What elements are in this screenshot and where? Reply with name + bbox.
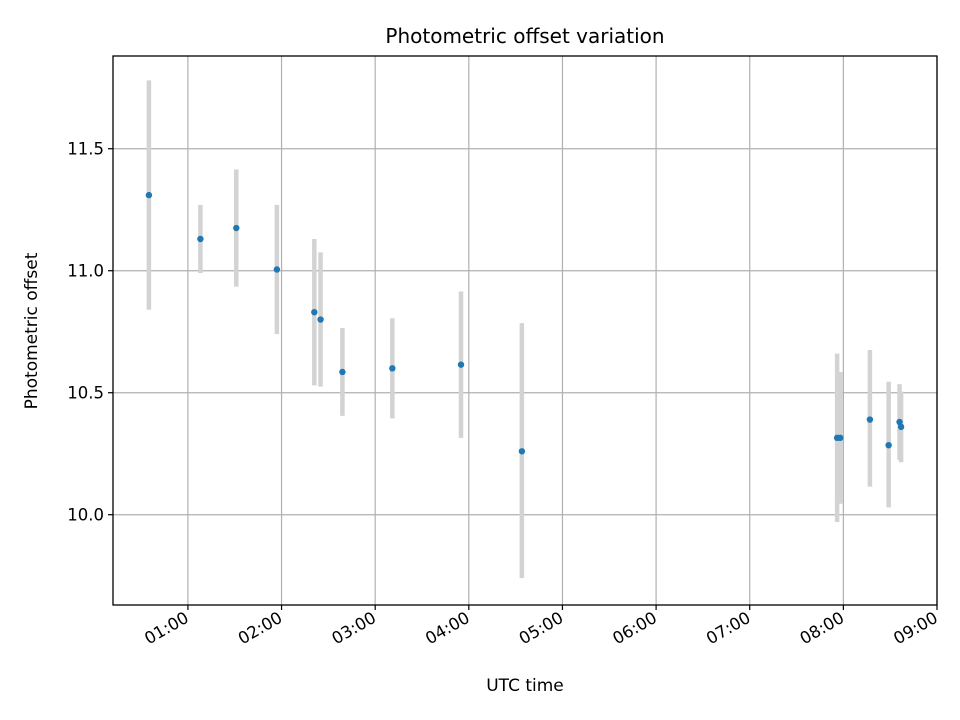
data-point xyxy=(317,316,324,323)
data-point xyxy=(389,365,396,372)
data-point xyxy=(273,266,281,273)
data-point xyxy=(837,434,844,442)
x-axis-label: UTC time xyxy=(486,676,564,696)
data-point xyxy=(145,191,153,199)
y-tick-label: 11.5 xyxy=(67,140,104,159)
point-layer xyxy=(145,191,905,455)
y-tick-label: 11.0 xyxy=(67,262,104,281)
data-point xyxy=(339,368,346,376)
data-point xyxy=(457,361,465,368)
grid-layer xyxy=(113,56,938,605)
data-point xyxy=(311,309,318,316)
y-tick-label: 10.5 xyxy=(67,384,104,403)
y-axis-label: Photometric offset xyxy=(22,252,42,409)
data-point xyxy=(885,441,892,449)
plot-frame xyxy=(112,55,938,606)
data-point xyxy=(897,423,905,431)
data-point xyxy=(197,235,204,243)
y-tick-layer: 10.0 10.5 11.0 11.5 xyxy=(67,140,113,525)
data-point xyxy=(518,448,526,455)
y-tick-label: 10.0 xyxy=(67,506,104,525)
data-point xyxy=(896,418,903,426)
data-point xyxy=(233,224,240,232)
data-point xyxy=(866,416,874,423)
chart-title: Photometric offset variation xyxy=(385,24,664,48)
